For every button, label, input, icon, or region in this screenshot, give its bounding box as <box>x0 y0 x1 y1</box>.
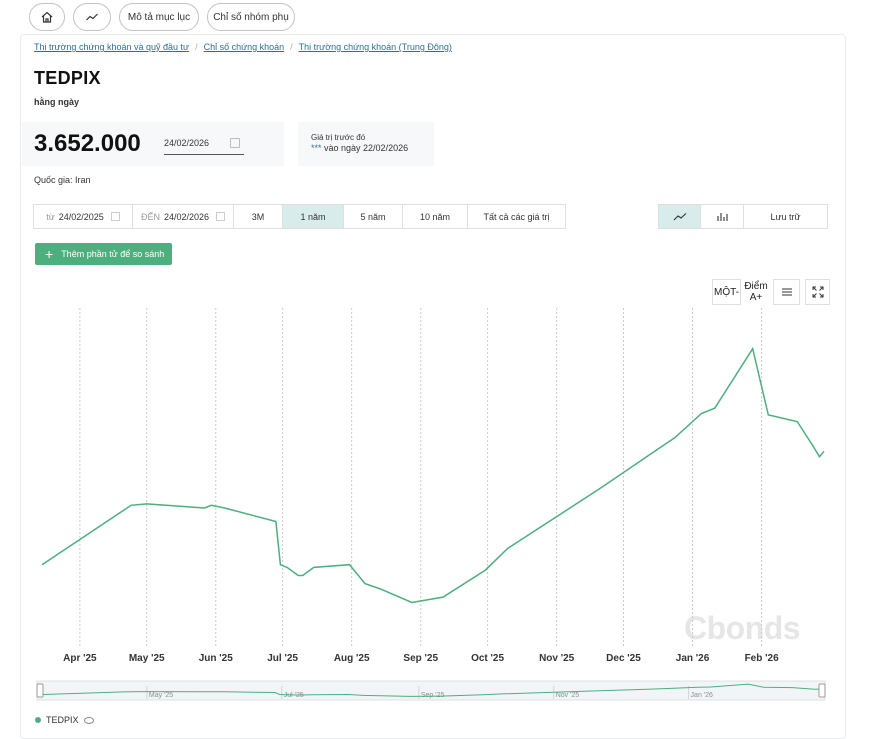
add-comparison-label: Thêm phần tử để so sánh <box>61 249 165 259</box>
watermark-logo: Cbonds <box>684 610 801 646</box>
navigator-tick-label: Jul '25 <box>284 692 304 699</box>
to-label: ĐẾN <box>140 211 160 222</box>
x-tick-label: Sep '25 <box>403 653 438 664</box>
bar-view-button[interactable] <box>700 204 744 229</box>
calendar-icon[interactable] <box>230 138 240 148</box>
from-date-value: 24/02/2025 <box>58 211 104 222</box>
bar-chart-icon <box>717 213 728 221</box>
breadcrumb-link-stock-markets[interactable]: Thị trường chứng khoán và quỹ đầu tư <box>34 42 190 52</box>
page-title: TEDPIX <box>34 68 101 88</box>
x-tick-label: Aug '25 <box>334 653 370 664</box>
navigator-tick-label: May '25 <box>149 692 173 699</box>
current-value: 3.652.000 <box>34 130 141 157</box>
line-chart-icon <box>86 13 98 21</box>
navigator-handle-left <box>36 683 44 698</box>
navigator-ticks: May '25 Jul '25 Sep '25 Nov '25 Jan '26 <box>146 686 713 699</box>
x-tick-label: Jun '25 <box>199 653 233 664</box>
to-date-value: 24/02/2026 <box>163 211 210 222</box>
navigator-handle-right <box>818 683 826 698</box>
series-line-tedpix <box>41 346 825 604</box>
points-toggle-button[interactable]: Điểm A+ <box>741 279 771 305</box>
line-view-button[interactable] <box>658 204 701 229</box>
menu-icon <box>781 288 792 296</box>
country-label: Quốc gia: Iran <box>34 175 91 185</box>
view-toggle-bar: Lưu trữ <box>658 204 828 229</box>
plus-icon: + <box>45 246 54 262</box>
previous-value-panel <box>298 122 434 166</box>
chart-button[interactable] <box>73 3 111 31</box>
period-5y-button[interactable]: 5 năm <box>343 204 403 229</box>
from-label: từ <box>46 211 55 222</box>
x-tick-label: Nov '25 <box>539 653 575 664</box>
date-range-bar: từ 24/02/2025 ĐẾN 24/02/2026 3M 1 năm 5 … <box>33 204 566 229</box>
archive-button[interactable]: Lưu trữ <box>743 204 828 229</box>
navigator-tick-label: Nov '25 <box>556 692 580 699</box>
x-tick-label: Feb '26 <box>745 653 779 664</box>
previous-value: *** vào ngày 22/02/2026 <box>311 143 408 153</box>
home-button[interactable] <box>29 3 65 31</box>
x-tick-label: Jul '25 <box>267 653 298 664</box>
line-chart-icon <box>673 212 686 220</box>
frequency-label: hằng ngày <box>34 97 80 107</box>
scale-toggle-button[interactable]: MỘT- <box>712 279 741 305</box>
to-date-field[interactable]: ĐẾN 24/02/2026 <box>132 204 234 229</box>
expand-icon <box>812 286 823 298</box>
previous-value-stars: *** <box>311 143 322 153</box>
period-3m-button[interactable]: 3M <box>233 204 283 229</box>
previous-value-label: Giá trị trước đó <box>311 133 366 142</box>
from-date-field[interactable]: từ 24/02/2025 <box>33 204 133 229</box>
previous-value-date: vào ngày 22/02/2026 <box>321 143 409 153</box>
x-tick-label: Dec '25 <box>606 653 641 664</box>
current-value-panel <box>22 122 284 166</box>
navigator-series-line <box>42 683 820 697</box>
breadcrumb-link-middle-east[interactable]: Thị trường chứng khoán (Trung Đông) <box>298 42 452 52</box>
home-icon <box>41 11 53 23</box>
index-description-button[interactable]: Mô tả mục lục <box>119 3 199 31</box>
add-comparison-button[interactable]: + Thêm phần tử để so sánh <box>35 243 172 265</box>
chart-menu-button[interactable] <box>773 279 800 305</box>
navigator-tick-label: Jan '26 <box>691 692 713 699</box>
period-all-button[interactable]: Tất cả các giá trị <box>467 204 566 229</box>
x-tick-label: Oct '25 <box>471 653 504 664</box>
legend-series-name: TEDPIX <box>46 715 79 725</box>
breadcrumb-link-stock-indices[interactable]: Chỉ số chứng khoán <box>203 42 285 52</box>
navigator-tick-label: Sep '25 <box>421 692 445 699</box>
value-date-field[interactable]: 24/02/2026 <box>164 135 244 155</box>
chart-legend[interactable]: TEDPIX <box>35 715 94 725</box>
legend-marker <box>35 717 41 723</box>
calendar-icon <box>216 212 226 221</box>
subgroup-index-button[interactable]: Chỉ số nhóm phụ <box>207 3 295 31</box>
x-tick-label: Apr '25 <box>63 653 97 664</box>
x-tick-label: May '25 <box>129 653 165 664</box>
chart-gridlines <box>79 308 763 646</box>
calendar-icon <box>110 212 120 221</box>
eye-icon[interactable] <box>83 716 94 724</box>
breadcrumb: Thị trường chứng khoán và quỹ đầu tư / Chỉ… <box>34 42 452 52</box>
x-tick-label: Jan '26 <box>676 653 710 664</box>
top-navigation: Mô tả mục lục Chỉ số nhóm phụ <box>0 0 881 34</box>
fullscreen-button[interactable] <box>805 279 830 305</box>
x-axis-ticks: Apr '25 May '25 Jun '25 Jul '25 Aug '25 Sep '… <box>63 653 779 664</box>
